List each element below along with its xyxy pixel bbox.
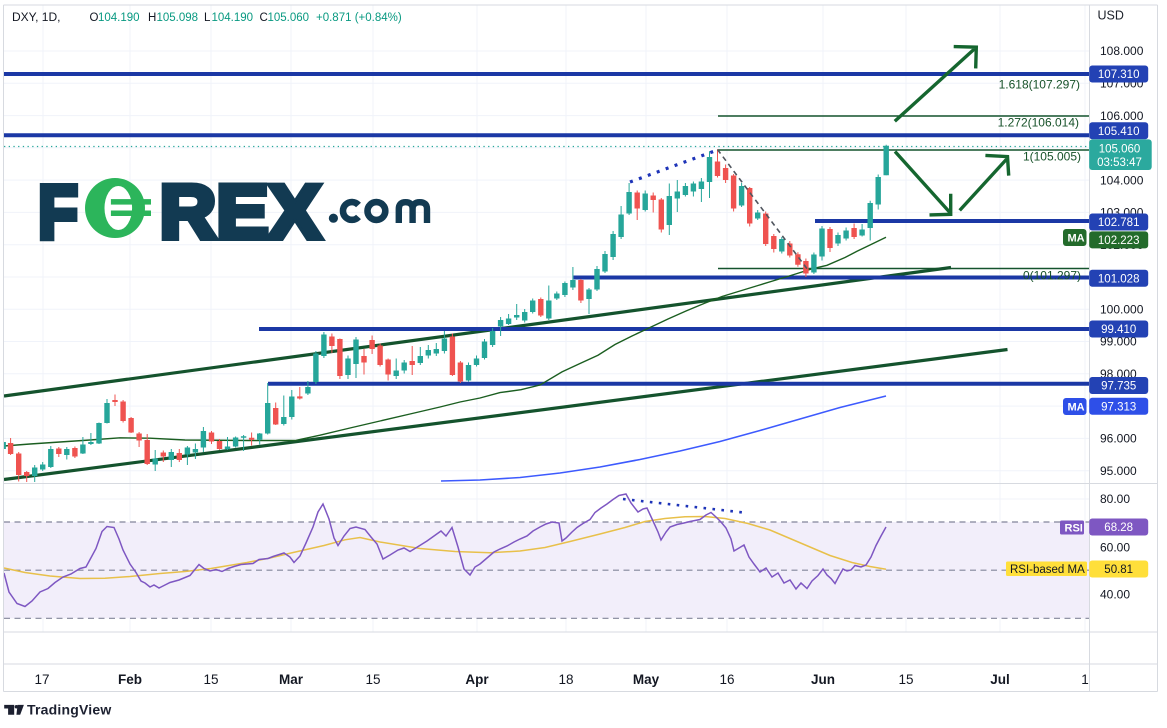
svg-text:03:53:47: 03:53:47 bbox=[1097, 157, 1142, 169]
svg-text:Jul: Jul bbox=[990, 672, 1010, 687]
svg-text:RSI: RSI bbox=[1065, 523, 1083, 535]
svg-text:100.000: 100.000 bbox=[1100, 302, 1144, 316]
svg-text:H: H bbox=[148, 12, 156, 24]
svg-text:1.272(106.014): 1.272(106.014) bbox=[998, 116, 1079, 130]
svg-text:105.098: 105.098 bbox=[157, 12, 199, 24]
svg-text:80.00: 80.00 bbox=[1100, 492, 1130, 506]
svg-text:MA: MA bbox=[1068, 402, 1085, 414]
svg-text:MA: MA bbox=[1068, 233, 1085, 245]
svg-text:102.223: 102.223 bbox=[1098, 235, 1140, 247]
svg-text:104.000: 104.000 bbox=[1100, 173, 1144, 187]
svg-text:99.410: 99.410 bbox=[1101, 324, 1136, 336]
svg-text:40.00: 40.00 bbox=[1100, 588, 1130, 602]
svg-text:C: C bbox=[260, 12, 268, 24]
svg-text:105.410: 105.410 bbox=[1098, 126, 1140, 138]
svg-text:15: 15 bbox=[203, 672, 218, 687]
svg-text:17: 17 bbox=[34, 672, 49, 687]
svg-text:1.618(107.297): 1.618(107.297) bbox=[999, 78, 1080, 92]
svg-text:1: 1 bbox=[1081, 672, 1089, 687]
svg-text:16: 16 bbox=[719, 672, 734, 687]
svg-text:97.313: 97.313 bbox=[1101, 401, 1136, 413]
svg-text:96.000: 96.000 bbox=[1100, 432, 1137, 446]
svg-text:105.060: 105.060 bbox=[268, 12, 310, 24]
svg-text:18: 18 bbox=[558, 672, 573, 687]
svg-text:Mar: Mar bbox=[279, 672, 304, 687]
svg-text:97.735: 97.735 bbox=[1101, 381, 1136, 393]
svg-text:102.781: 102.781 bbox=[1098, 217, 1140, 229]
svg-text:TradingView: TradingView bbox=[27, 702, 111, 718]
svg-text:108.000: 108.000 bbox=[1100, 44, 1144, 58]
svg-text:+0.871 (+0.84%): +0.871 (+0.84%) bbox=[316, 12, 402, 24]
svg-text:May: May bbox=[633, 672, 660, 687]
svg-text:104.190: 104.190 bbox=[212, 12, 254, 24]
svg-text:F: F bbox=[38, 170, 78, 255]
svg-text:Jun: Jun bbox=[811, 672, 835, 687]
svg-text:60.00: 60.00 bbox=[1100, 541, 1130, 555]
svg-text:1(105.005): 1(105.005) bbox=[1023, 150, 1081, 164]
svg-text:99.000: 99.000 bbox=[1100, 335, 1137, 349]
svg-text:Apr: Apr bbox=[465, 672, 489, 687]
svg-text:RSI-based MA: RSI-based MA bbox=[1010, 564, 1085, 576]
svg-text:101.028: 101.028 bbox=[1098, 273, 1140, 285]
svg-text:O: O bbox=[90, 12, 99, 24]
svg-text:Feb: Feb bbox=[118, 672, 142, 687]
svg-text:15: 15 bbox=[898, 672, 913, 687]
svg-text:REX: REX bbox=[160, 170, 322, 255]
svg-text:L: L bbox=[204, 12, 211, 24]
svg-text:50.81: 50.81 bbox=[1104, 564, 1133, 576]
svg-text:68.28: 68.28 bbox=[1104, 522, 1133, 534]
svg-text:DXY, 1D,: DXY, 1D, bbox=[12, 10, 60, 24]
svg-text:107.310: 107.310 bbox=[1098, 69, 1140, 81]
svg-text:15: 15 bbox=[365, 672, 380, 687]
svg-text:95.000: 95.000 bbox=[1100, 464, 1137, 478]
svg-text:0(101.297): 0(101.297) bbox=[1023, 269, 1081, 283]
svg-text:105.060: 105.060 bbox=[1099, 144, 1141, 156]
svg-text:USD: USD bbox=[1098, 9, 1124, 23]
svg-text:106.000: 106.000 bbox=[1100, 109, 1144, 123]
svg-text:104.190: 104.190 bbox=[98, 12, 140, 24]
